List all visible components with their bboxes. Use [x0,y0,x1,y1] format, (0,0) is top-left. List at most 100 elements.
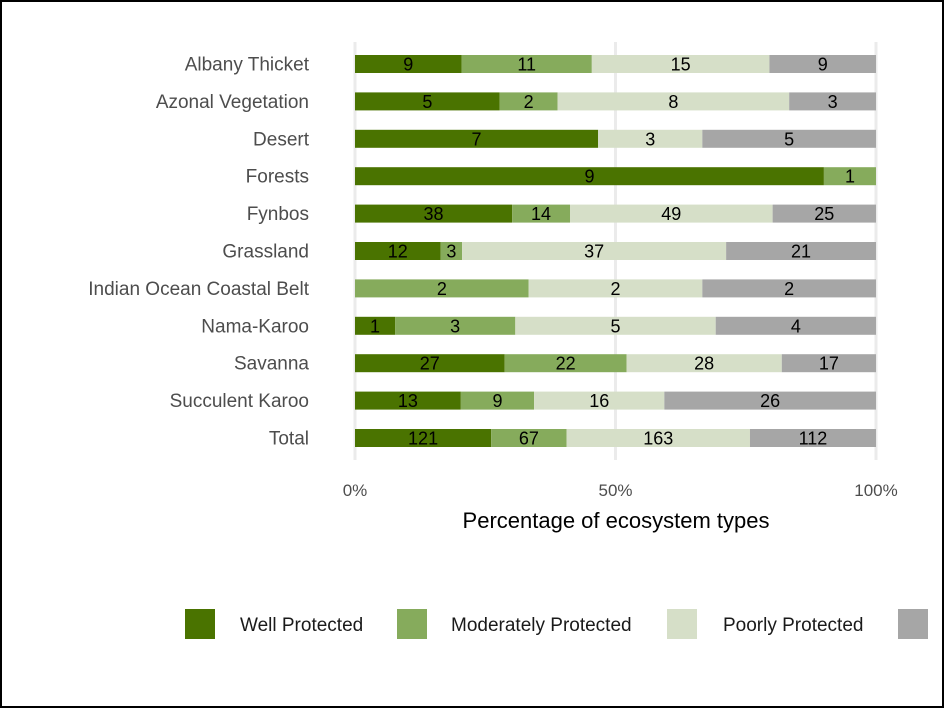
data-label: 9 [403,55,413,75]
bar-segment [557,92,790,111]
bar-segment [355,242,441,260]
bar-segment [515,316,716,335]
bar-segment [355,92,500,111]
bar-segment [355,129,599,148]
legend-key [185,609,215,639]
data-label: 28 [694,354,714,374]
bar-segment [591,55,770,73]
data-label: 27 [420,354,440,374]
bar-segment [664,391,876,410]
bar-row: 121 67 163 112 [355,429,876,449]
bar-segment [626,354,782,373]
category-label: Forests [246,167,309,188]
bar-segment [528,279,703,298]
data-label: 67 [519,429,539,449]
category-label: Azonal Vegetation [156,92,309,113]
x-tick-label: 100% [854,481,897,500]
bar-segment [460,391,535,410]
bar-segment [598,129,703,148]
bar-segment [395,316,516,335]
bar-segment [702,129,876,148]
data-label: 49 [661,204,681,224]
data-label: 21 [791,242,811,262]
data-label: 26 [760,391,780,411]
data-label: 2 [437,279,447,299]
bar-row: 9 11 15 9 [355,55,876,75]
data-label: 2 [784,279,794,299]
data-label: 25 [814,204,834,224]
category-label: Indian Ocean Coastal Belt [88,279,309,300]
bar-segment [534,391,665,410]
bar-segment [726,242,876,260]
bar-segment [462,242,727,260]
data-label: 3 [828,92,838,112]
bar-segment [355,204,513,223]
bar-segment [789,92,876,111]
legend-label: Well Protected [240,615,363,636]
data-label: 163 [643,429,673,449]
data-label: 22 [556,354,576,374]
bar-row: 1 3 5 4 [355,316,876,336]
bar-segment [504,354,627,373]
data-label: 16 [589,391,609,411]
data-label: 1 [370,316,380,336]
legend: Well Protected Moderately Protected Poorly… [185,609,928,639]
data-label: 14 [531,204,551,224]
bar-segment [440,242,463,260]
legend-key [397,609,427,639]
data-label: 7 [472,129,482,149]
legend-label: Poorly Protected [723,615,863,636]
category-label: Desert [253,129,310,150]
data-label: 4 [791,316,801,336]
x-tick-labels: 0% 50% 100% [343,481,898,500]
data-label: 112 [799,429,828,449]
data-label: 17 [819,354,839,374]
category-label: Fynbos [247,204,309,225]
bar-segment [512,204,571,223]
bar-segment [355,55,462,73]
bar-segment [461,55,592,73]
data-label: 15 [671,55,691,75]
bar-segment [702,279,876,298]
category-label: Nama-Karoo [201,316,309,337]
bar-segment [355,354,505,373]
bar-segment [355,391,461,410]
bar-row: 27 22 28 17 [355,354,876,374]
data-label: 3 [446,242,456,262]
bar-row: 38 14 49 25 [355,204,876,224]
bar-segment [566,429,750,447]
x-tick-label: 50% [598,481,632,500]
bar-segment [769,55,876,73]
data-label: 13 [398,391,418,411]
data-label: 121 [408,429,438,449]
data-label: 3 [645,129,655,149]
bar-segment [781,354,876,373]
category-labels: Albany Thicket Azonal Vegetation Desert For… [88,55,309,450]
category-label: Grassland [222,242,309,263]
legend-key [898,609,928,639]
data-label: 2 [524,92,534,112]
bar-segment [355,429,492,447]
bar-row: 12 3 37 21 [355,242,876,262]
data-label: 1 [845,167,855,187]
data-label: 9 [492,391,502,411]
bar-segment [823,167,876,186]
data-label: 12 [388,242,408,262]
data-label: 3 [450,316,460,336]
data-label: 37 [584,242,604,262]
legend-label: Moderately Protected [451,615,632,636]
bar-segment [772,204,876,223]
data-label: 2 [610,279,620,299]
bar-row: 2 2 2 [355,279,876,299]
data-label: 38 [424,204,444,224]
legend-key [667,609,697,639]
bar-row: 7 3 5 [355,129,876,149]
data-label: 11 [517,55,536,75]
bar-segment [355,316,396,335]
category-label: Albany Thicket [185,55,310,76]
bar-row: 13 9 16 26 [355,391,876,411]
bar-segment [715,316,876,335]
